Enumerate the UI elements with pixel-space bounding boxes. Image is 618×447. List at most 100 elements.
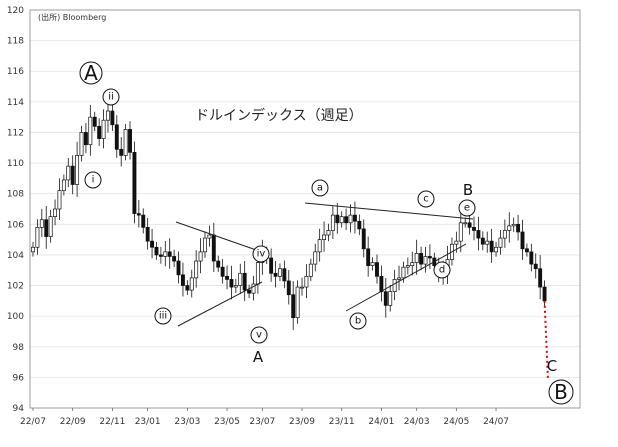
candle-body [361,228,366,250]
y-tick-label: 106 [7,220,24,230]
candle-body [194,260,199,279]
candle-body [304,276,309,288]
candle-body [498,237,503,248]
x-tick-label: 23/01 [135,417,161,427]
candle-body [357,220,362,230]
candle-body [211,234,216,262]
candle-body [269,257,274,274]
y-tick-label: 98 [13,343,25,353]
wave-label-circle [311,179,329,197]
candle-body [339,216,344,224]
candle-body [31,246,35,253]
candle-body [313,251,318,265]
wave-label-circle [458,199,476,217]
candle-body [216,260,221,268]
candle-body [220,266,225,277]
candle-body [189,277,194,291]
candle-body [388,291,393,306]
wave-label: iii [159,311,167,322]
x-tick-label: 22/07 [20,417,46,427]
candle-body [454,240,459,245]
candle-body [419,253,424,265]
candle-body [467,222,472,228]
candle-body [119,148,124,156]
y-tick-label: 96 [13,373,25,383]
candle-body [97,125,102,139]
candle-body [106,110,110,121]
candle-body [39,219,44,228]
y-tick-label: 110 [7,159,24,169]
x-tick-label: 23/05 [214,417,240,427]
candle-body [414,253,419,263]
wave-label-circle [349,312,367,330]
candle-body [335,214,340,224]
candle-body [352,214,357,222]
candle-body [397,277,401,280]
candle-body [489,240,494,253]
plot-frame [29,9,581,409]
wave-label-circle [548,379,574,405]
x-tick-label: 24/01 [368,417,394,427]
candle-body [472,227,476,231]
candle-body [233,285,238,288]
candle-body [379,276,384,293]
candle-body [375,262,379,277]
candle-body [524,248,529,253]
x-tick-label: 22/11 [99,417,125,427]
candle-body [348,214,353,224]
wave-label: a [317,183,323,194]
candle-body [229,279,234,288]
source-note: (出所) Bloomberg [38,12,106,22]
candle-body [150,240,155,248]
candle-body [291,294,296,319]
candle-body [44,219,49,237]
candle-body [238,272,243,286]
wave-label: e [464,203,470,214]
candle-body [207,234,212,239]
y-tick-label: 102 [7,282,24,292]
candle-body [163,251,168,257]
wave-label: c [423,194,429,205]
candle-body [141,214,146,228]
candle-body [542,286,547,302]
wave-label: b [355,316,361,327]
wave-label-circle [433,261,451,279]
x-tick-label: 24/07 [483,417,509,427]
y-axis: 94 96 98 100 102 104 106 108 110 112 114 116 118 120 [7,6,24,414]
candle-body [405,265,410,268]
candle-body [476,230,481,239]
candle-body [132,152,137,214]
x-tick-label: 23/03 [174,417,200,427]
candle-body [185,285,190,291]
wave-label: C [547,357,557,375]
candle-body [158,254,163,257]
y-tick-label: 100 [7,312,24,322]
candle-body [251,283,256,294]
trendline [177,281,263,327]
candle-body [533,263,538,270]
wave-label-circle [154,307,172,325]
candle-body [48,216,53,237]
trendline [175,221,263,253]
wave-label-circle [102,88,120,106]
y-tick-label: 116 [7,67,24,77]
wave-label: d [439,265,445,276]
wave-label: i [92,175,95,186]
candle-body [61,179,66,191]
candle-body [511,223,516,227]
candle-body [516,223,521,233]
candle-body [35,227,40,248]
candle-body [392,279,397,293]
candle-body [167,251,172,257]
candle-body [370,262,375,266]
trendline [304,202,474,220]
candle-body [110,110,115,126]
candle-body [154,246,159,256]
candle-body [57,190,62,210]
candle-body [286,280,291,296]
candle-body [529,251,534,265]
wave-label: ii [108,92,114,103]
